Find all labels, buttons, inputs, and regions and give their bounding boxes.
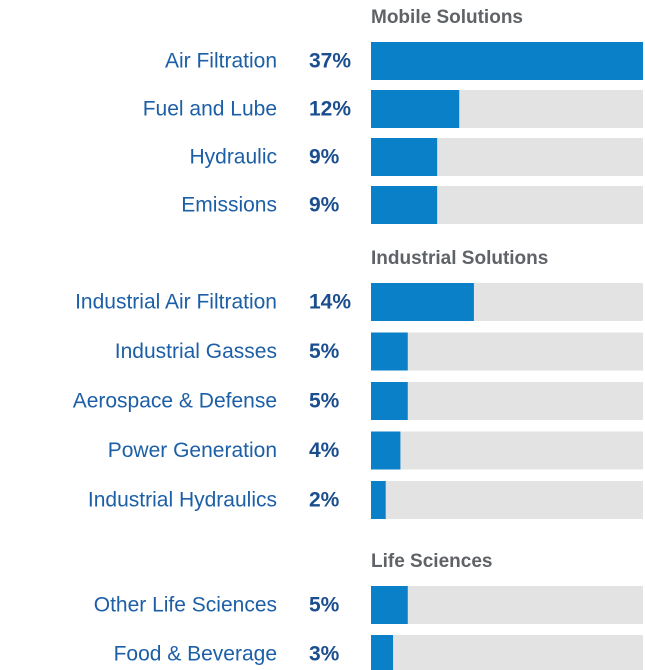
- bar: [371, 42, 643, 80]
- bar: [371, 138, 438, 176]
- category-label: Industrial Gasses: [115, 340, 277, 363]
- bar-track: [371, 382, 643, 420]
- category-label: Aerospace & Defense: [73, 390, 277, 413]
- value-label: 2%: [309, 489, 340, 512]
- group-title: Life Sciences: [371, 551, 492, 572]
- bar: [371, 382, 408, 420]
- category-label: Industrial Hydraulics: [88, 489, 277, 512]
- bar: [371, 481, 386, 519]
- bar-track: [371, 431, 643, 470]
- category-label: Air Filtration: [165, 50, 277, 73]
- value-label: 14%: [309, 291, 351, 314]
- category-label: Food & Beverage: [114, 643, 277, 666]
- bar: [371, 431, 401, 470]
- bar-track: [371, 332, 643, 371]
- bar: [371, 90, 460, 128]
- value-label: 9%: [309, 194, 340, 217]
- group-title: Industrial Solutions: [371, 248, 548, 269]
- value-label: 5%: [309, 390, 340, 413]
- bar: [371, 283, 474, 321]
- category-label: Power Generation: [108, 439, 277, 462]
- bar-track: [371, 586, 643, 624]
- category-label: Other Life Sciences: [94, 594, 277, 617]
- group-title: Mobile Solutions: [371, 7, 523, 28]
- value-label: 5%: [309, 340, 340, 363]
- value-label: 3%: [309, 643, 340, 666]
- value-label: 5%: [309, 594, 340, 617]
- bar-track: [371, 635, 643, 670]
- category-label: Emissions: [181, 194, 277, 217]
- category-label: Hydraulic: [189, 146, 277, 169]
- bar: [371, 635, 394, 670]
- bar: [371, 586, 408, 624]
- value-label: 12%: [309, 98, 351, 121]
- bar-track: [371, 481, 643, 519]
- bar: [371, 332, 408, 371]
- value-label: 37%: [309, 50, 351, 73]
- category-label: Industrial Air Filtration: [75, 291, 277, 314]
- bar: [371, 186, 438, 224]
- category-label: Fuel and Lube: [143, 98, 277, 121]
- value-label: 9%: [309, 146, 340, 169]
- value-label: 4%: [309, 439, 340, 462]
